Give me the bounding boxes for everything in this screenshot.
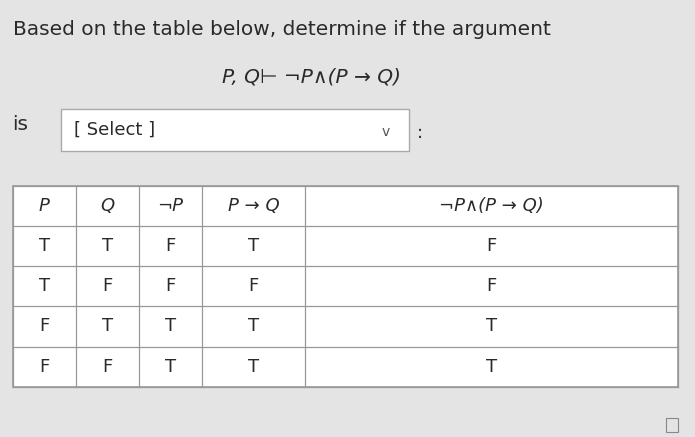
Text: :: : [417,124,423,142]
Text: P: P [39,197,49,215]
FancyBboxPatch shape [61,109,409,151]
Text: T: T [248,357,259,376]
Text: T: T [248,317,259,336]
Text: ¬P: ¬P [158,197,183,215]
Text: T: T [165,317,176,336]
Text: ¬P∧(P → Q): ¬P∧(P → Q) [439,197,543,215]
Text: T: T [38,237,49,255]
Text: P → Q: P → Q [228,197,279,215]
Text: T: T [101,237,113,255]
Text: F: F [102,277,113,295]
Text: F: F [165,277,176,295]
Text: T: T [38,277,49,295]
Text: is: is [13,115,28,134]
Text: [ Select ]: [ Select ] [74,121,155,139]
Text: F: F [39,357,49,376]
Text: F: F [39,317,49,336]
Text: F: F [165,237,176,255]
Text: P, Q⊢ ¬P∧(P → Q): P, Q⊢ ¬P∧(P → Q) [222,68,402,87]
Text: T: T [486,357,497,376]
Text: Q: Q [100,197,115,215]
Text: Based on the table below, determine if the argument: Based on the table below, determine if t… [13,20,550,38]
Text: v: v [382,125,390,139]
Text: F: F [249,277,259,295]
Text: T: T [165,357,176,376]
Text: F: F [102,357,113,376]
Bar [666,418,678,432]
Text: T: T [101,317,113,336]
Bar [13,186,678,387]
Text: T: T [248,237,259,255]
Text: F: F [486,237,496,255]
Text: F: F [486,277,496,295]
Text: T: T [486,317,497,336]
